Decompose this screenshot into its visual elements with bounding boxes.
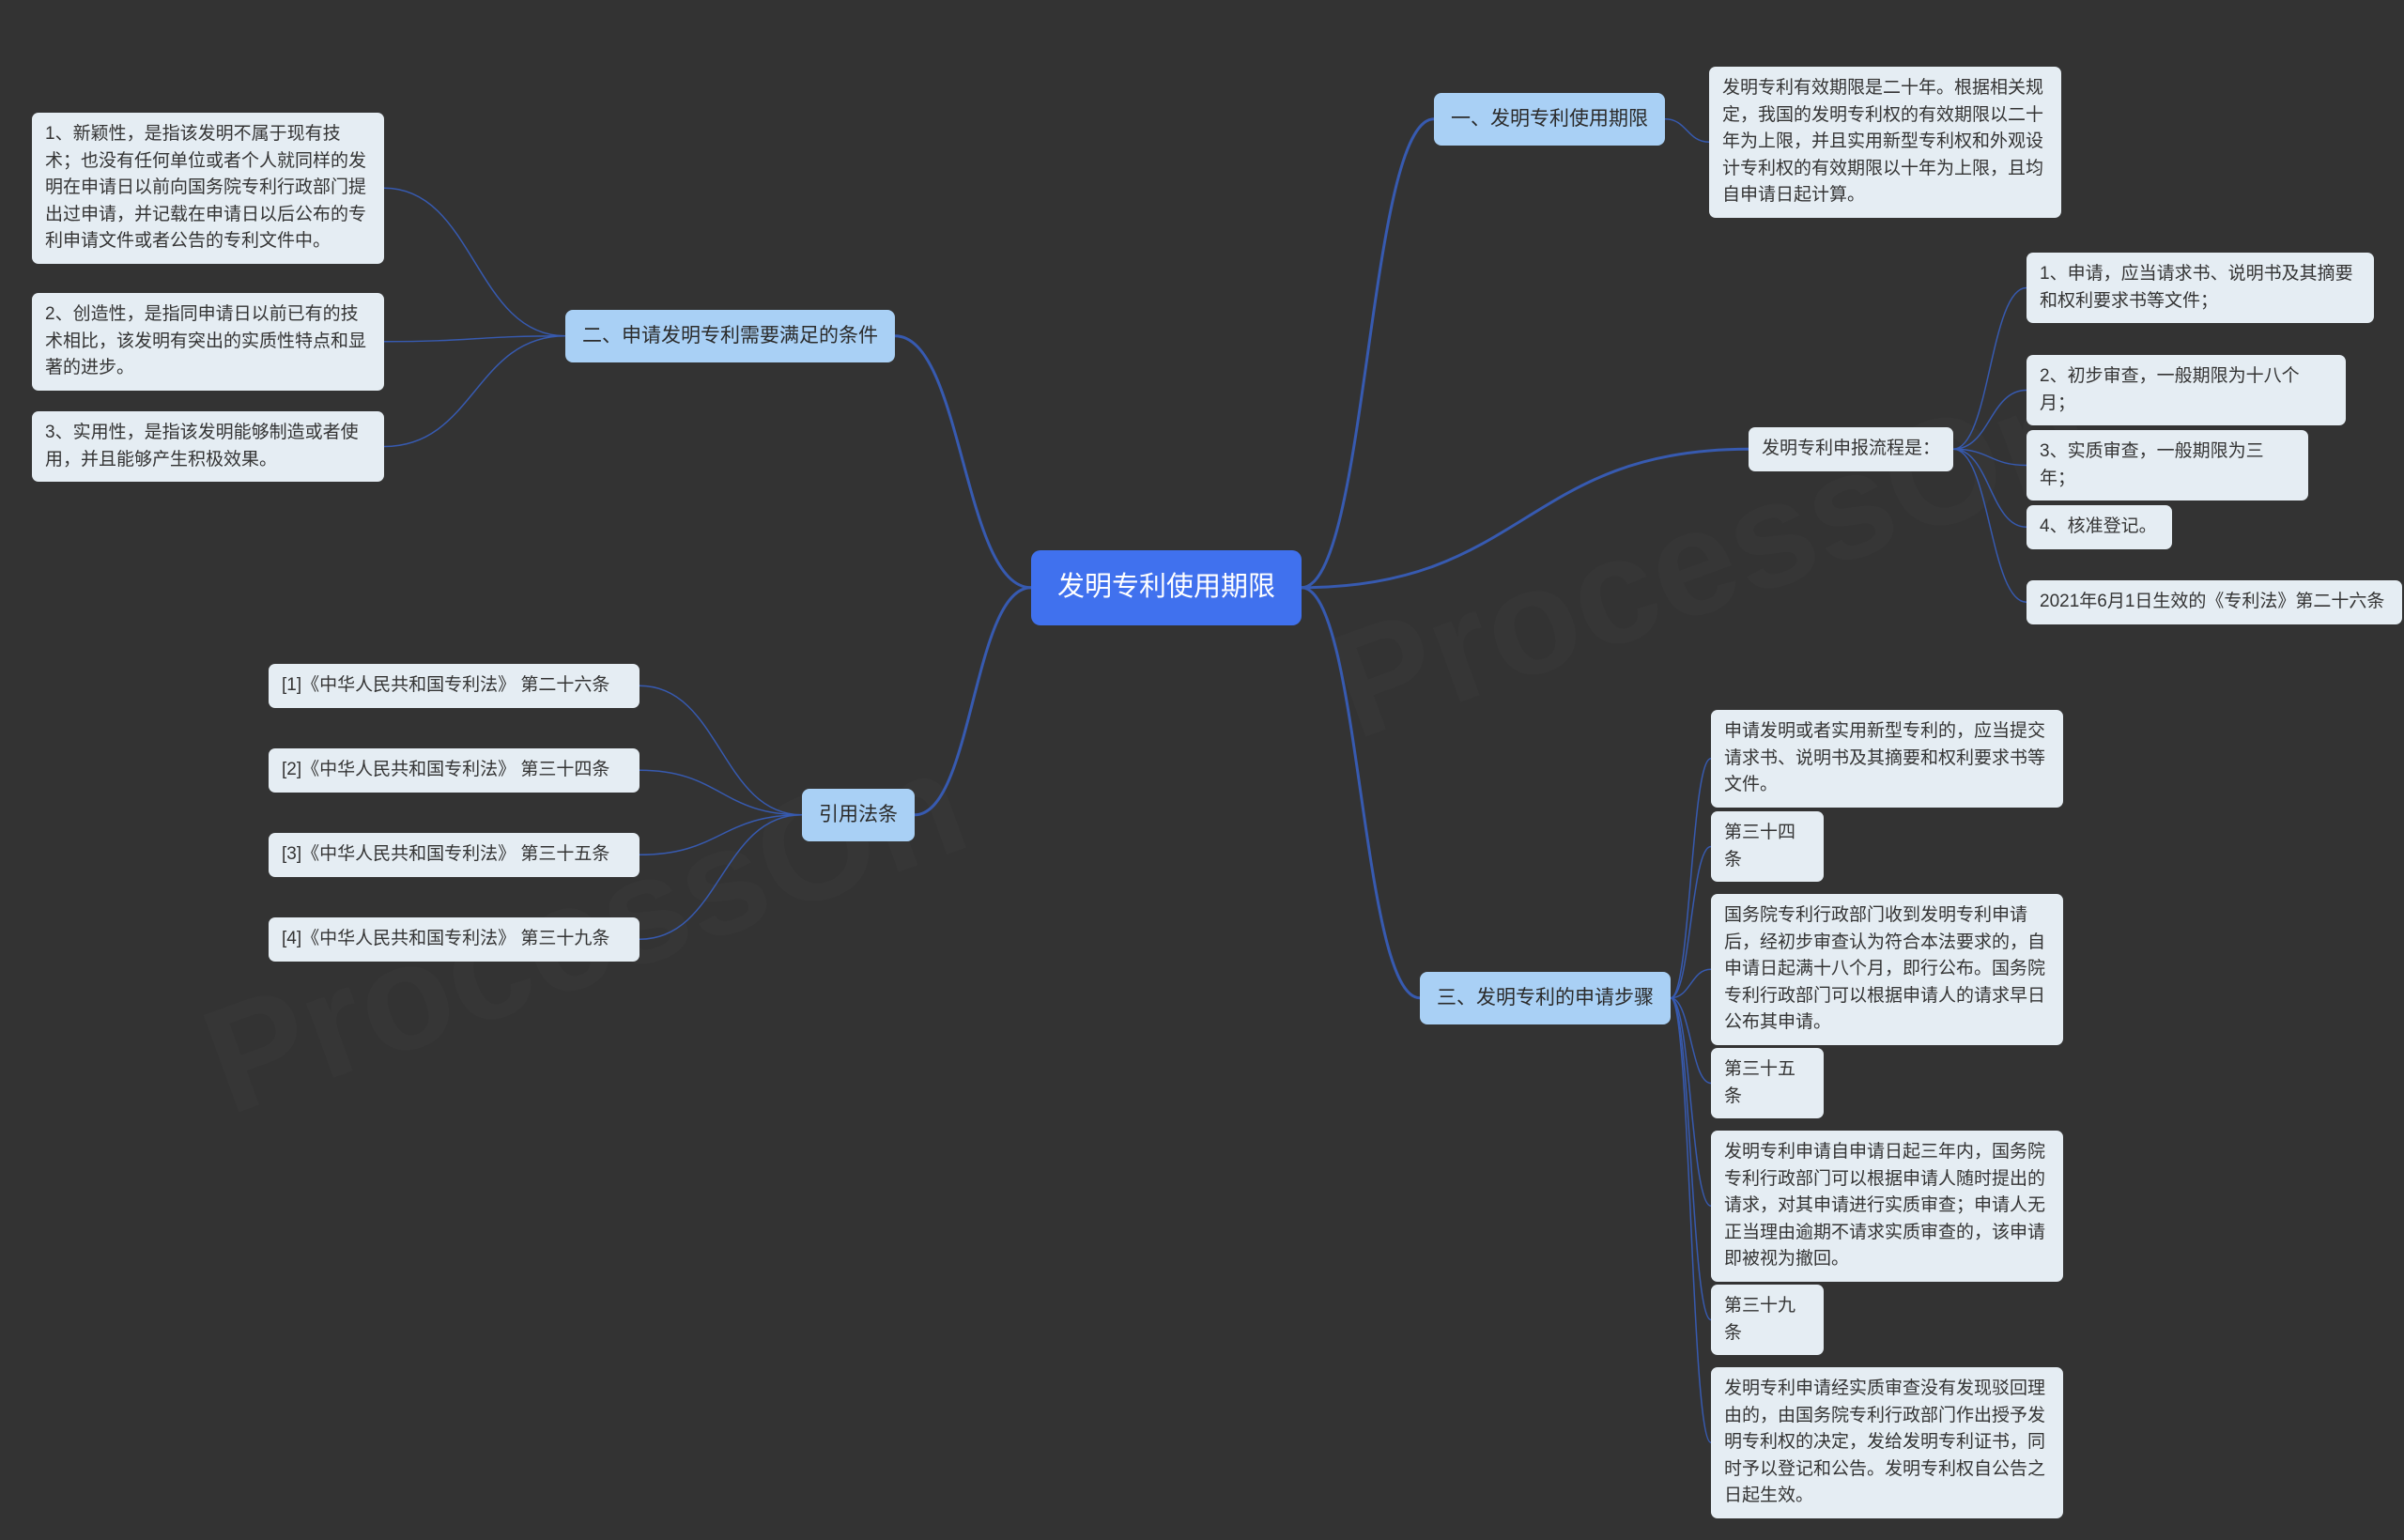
leaf-text: [4]《中华人民共和国专利法》 第三十九条 (282, 929, 609, 948)
leaf-node[interactable]: 2、初步审查，一般期限为十八个月； (2026, 355, 2346, 425)
watermark: ProcessOn (1309, 339, 2114, 773)
leaf-text: 3、实质审查，一般期限为三年； (2040, 441, 2264, 488)
branch-node-3[interactable]: 引用法条 (802, 789, 915, 841)
leaf-text: 3、实用性，是指该发明能够制造或者使用，并且能够产生积极效果。 (45, 423, 359, 470)
root-label: 发明专利使用期限 (1057, 572, 1275, 602)
leaf-text: 第三十四条 (1724, 823, 1795, 870)
leaf-node[interactable]: 1、新颖性，是指该发明不属于现有技术；也没有任何单位或者个人就同样的发明在申请日… (32, 113, 384, 264)
leaf-text: 1、申请，应当请求书、说明书及其摘要和权利要求书等文件； (2040, 264, 2353, 311)
branch-label: 引用法条 (819, 804, 898, 825)
leaf-node[interactable]: 第三十五条 (1711, 1048, 1824, 1118)
branch-label: 发明专利申报流程是： (1762, 439, 1940, 458)
leaf-text: 第三十九条 (1724, 1296, 1795, 1343)
leaf-node[interactable]: 第三十四条 (1711, 811, 1824, 882)
leaf-text: 发明专利申请自申请日起三年内，国务院专利行政部门可以根据申请人随时提出的请求，对… (1724, 1142, 2045, 1269)
leaf-node[interactable]: [3]《中华人民共和国专利法》 第三十五条 (269, 833, 640, 877)
leaf-node[interactable]: 国务院专利行政部门收到发明专利申请后，经初步审查认为符合本法要求的，自申请日起满… (1711, 894, 2063, 1045)
leaf-text: 2、初步审查，一般期限为十八个月； (2040, 366, 2300, 413)
leaf-text: 1、新颖性，是指该发明不属于现有技术；也没有任何单位或者个人就同样的发明在申请日… (45, 124, 366, 251)
branch-node-5[interactable]: 三、发明专利的申请步骤 (1420, 972, 1671, 1024)
leaf-node[interactable]: 第三十九条 (1711, 1285, 1824, 1355)
leaf-text: 国务院专利行政部门收到发明专利申请后，经初步审查认为符合本法要求的，自申请日起满… (1724, 905, 2045, 1032)
leaf-node[interactable]: [4]《中华人民共和国专利法》 第三十九条 (269, 917, 640, 962)
leaf-text: 第三十五条 (1724, 1059, 1795, 1106)
leaf-node[interactable]: [1]《中华人民共和国专利法》 第二十六条 (269, 664, 640, 708)
leaf-node[interactable]: 3、实用性，是指该发明能够制造或者使用，并且能够产生积极效果。 (32, 411, 384, 482)
branch-node-1[interactable]: 一、发明专利使用期限 (1434, 93, 1665, 146)
leaf-node[interactable]: 申请发明或者实用新型专利的，应当提交请求书、说明书及其摘要和权利要求书等文件。 (1711, 710, 2063, 808)
leaf-text: [3]《中华人民共和国专利法》 第三十五条 (282, 844, 609, 864)
leaf-text: 2021年6月1日生效的《专利法》第二十六条 (2040, 592, 2384, 611)
leaf-text: 4、核准登记。 (2040, 516, 2157, 536)
leaf-node[interactable]: 2、创造性，是指同申请日以前已有的技术相比，该发明有突出的实质性特点和显著的进步… (32, 293, 384, 391)
leaf-node[interactable]: 发明专利有效期限是二十年。根据相关规定，我国的发明专利权的有效期限以二十年为上限… (1709, 67, 2061, 218)
leaf-node[interactable]: [2]《中华人民共和国专利法》 第三十四条 (269, 748, 640, 793)
leaf-node[interactable]: 3、实质审查，一般期限为三年； (2026, 430, 2308, 500)
branch-node-2[interactable]: 二、申请发明专利需要满足的条件 (565, 310, 895, 362)
leaf-node[interactable]: 发明专利申请经实质审查没有发现驳回理由的，由国务院专利行政部门作出授予发明专利权… (1711, 1367, 2063, 1518)
leaf-text: 申请发明或者实用新型专利的，应当提交请求书、说明书及其摘要和权利要求书等文件。 (1724, 721, 2045, 794)
leaf-text: [2]《中华人民共和国专利法》 第三十四条 (282, 760, 609, 779)
branch-label: 二、申请发明专利需要满足的条件 (582, 325, 878, 346)
leaf-node[interactable]: 4、核准登记。 (2026, 505, 2172, 549)
root-node[interactable]: 发明专利使用期限 (1031, 550, 1302, 625)
leaf-node[interactable]: 发明专利申请自申请日起三年内，国务院专利行政部门可以根据申请人随时提出的请求，对… (1711, 1131, 2063, 1282)
leaf-node[interactable]: 1、申请，应当请求书、说明书及其摘要和权利要求书等文件； (2026, 253, 2374, 323)
leaf-text: [1]《中华人民共和国专利法》 第二十六条 (282, 675, 609, 695)
leaf-text: 2、创造性，是指同申请日以前已有的技术相比，该发明有突出的实质性特点和显著的进步… (45, 304, 366, 377)
leaf-text: 发明专利申请经实质审查没有发现驳回理由的，由国务院专利行政部门作出授予发明专利权… (1724, 1378, 2045, 1505)
leaf-node[interactable]: 2021年6月1日生效的《专利法》第二十六条 (2026, 580, 2402, 624)
branch-label: 一、发明专利使用期限 (1451, 108, 1648, 130)
leaf-text: 发明专利有效期限是二十年。根据相关规定，我国的发明专利权的有效期限以二十年为上限… (1722, 78, 2043, 205)
branch-node-4[interactable]: 发明专利申报流程是： (1749, 427, 1953, 471)
branch-label: 三、发明专利的申请步骤 (1437, 987, 1654, 1009)
